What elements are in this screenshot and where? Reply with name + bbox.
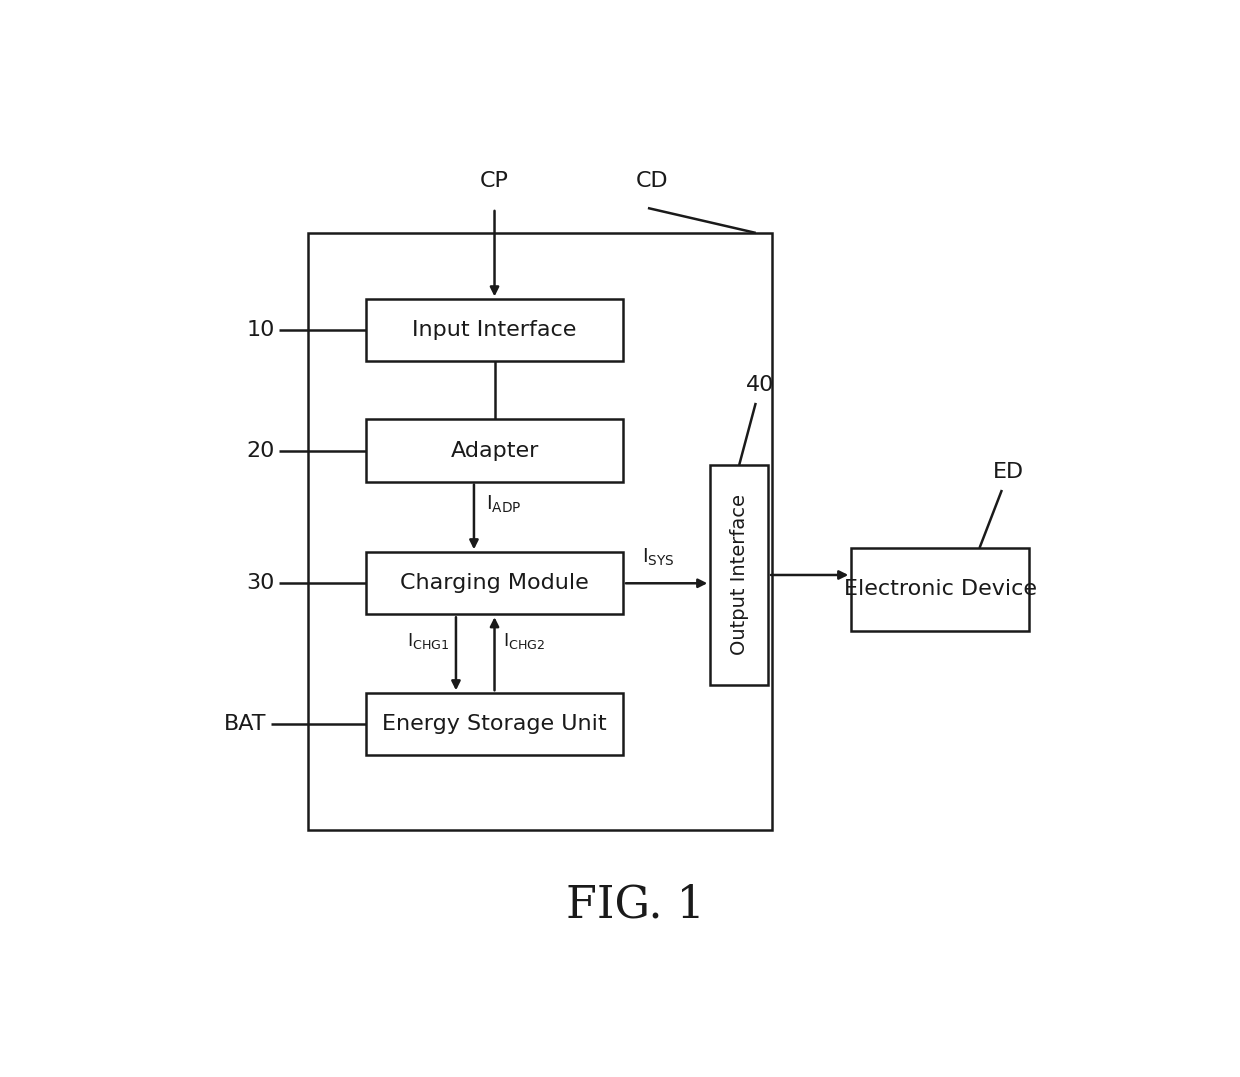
Text: $\rm I_{SYS}$: $\rm I_{SYS}$	[642, 547, 675, 569]
Text: $\rm I_{CHG2}$: $\rm I_{CHG2}$	[502, 631, 546, 652]
Text: Energy Storage Unit: Energy Storage Unit	[382, 714, 606, 735]
Text: 40: 40	[745, 375, 774, 394]
Text: BAT: BAT	[224, 714, 267, 735]
Bar	[308, 233, 773, 830]
Text: CP: CP	[480, 171, 508, 192]
Bar	[366, 420, 622, 481]
Text: FIG. 1: FIG. 1	[567, 883, 704, 926]
Text: 30: 30	[247, 573, 275, 593]
Text: Charging Module: Charging Module	[401, 573, 589, 593]
Bar	[711, 465, 769, 685]
Bar	[366, 299, 622, 362]
Text: ED: ED	[993, 462, 1024, 481]
Text: 20: 20	[247, 440, 275, 461]
Text: Output Interface: Output Interface	[729, 494, 749, 656]
Bar	[366, 694, 622, 755]
Text: $\rm I_{CHG1}$: $\rm I_{CHG1}$	[407, 631, 449, 652]
Text: Input Interface: Input Interface	[413, 320, 577, 340]
Text: Electronic Device: Electronic Device	[843, 579, 1037, 600]
Text: 10: 10	[247, 320, 275, 340]
Text: $\rm I_{ADP}$: $\rm I_{ADP}$	[486, 494, 522, 515]
Text: CD: CD	[636, 171, 668, 192]
Bar	[366, 553, 622, 614]
Text: Adapter: Adapter	[450, 440, 538, 461]
Bar	[851, 548, 1029, 631]
